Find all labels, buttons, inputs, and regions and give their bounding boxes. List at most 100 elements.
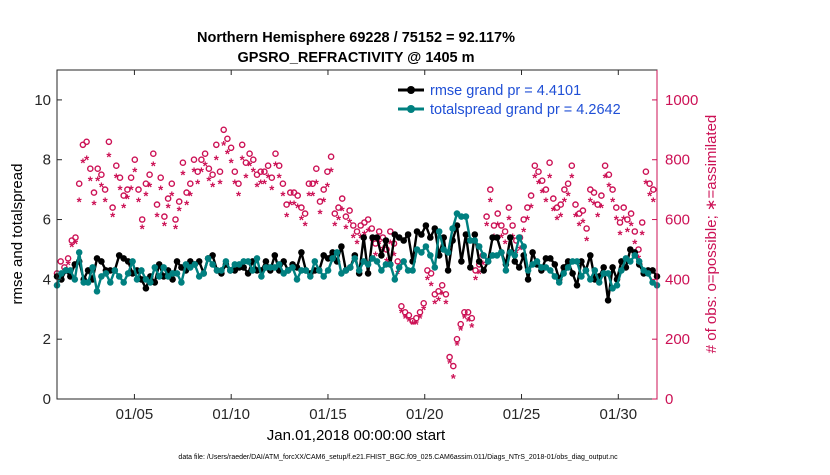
- obs-possible-point: [90, 189, 98, 196]
- obs-possible-point: [198, 156, 205, 163]
- obs-possible-point: [224, 135, 231, 143]
- obs-assimilated-point: *: [499, 231, 505, 246]
- obs-assimilated-point: *: [80, 156, 86, 171]
- obs-assimilated-point: *: [177, 204, 183, 219]
- obs-assimilated-point: *: [69, 240, 75, 255]
- obs-possible-point: [442, 290, 450, 298]
- totalspread-point: [462, 213, 470, 220]
- obs-assimilated-point: *: [343, 222, 349, 237]
- obs-possible-point: [331, 210, 339, 217]
- obs-possible-point: [550, 195, 557, 202]
- totalspread-point: [555, 279, 563, 286]
- obs-assimilated-point: *: [529, 201, 535, 216]
- totalspread-point: [133, 276, 141, 283]
- obs-possible-point: [312, 165, 320, 172]
- totalspread-point: [582, 267, 590, 274]
- obs-possible-point: [535, 168, 542, 175]
- obs-possible-point: [301, 210, 309, 217]
- obs-possible-point: [605, 171, 613, 178]
- rmse-point: [569, 270, 576, 277]
- obs-assimilated-point: *: [436, 293, 442, 308]
- obs-possible-point: [72, 234, 79, 241]
- rmse-point: [551, 261, 559, 268]
- obs-assimilated-point: *: [440, 287, 446, 302]
- legend-rmse-label: rmse grand pr = 4.4101: [430, 83, 581, 99]
- obs-assimilated-point: *: [125, 192, 131, 207]
- totalspread-point: [71, 276, 79, 283]
- rmse-point: [378, 252, 385, 259]
- obs-assimilated-point: *: [103, 195, 109, 210]
- obs-assimilated-point: *: [225, 147, 231, 162]
- obs-possible-point: [546, 159, 553, 166]
- obs-possible-point: [131, 156, 139, 163]
- totalspread-point: [302, 267, 310, 274]
- obs-possible-point: [201, 150, 209, 157]
- obs-assimilated-point: *: [99, 180, 105, 195]
- obs-possible-point: [627, 210, 635, 217]
- obs-assimilated-point: *: [599, 201, 605, 216]
- obs-possible-point: [209, 171, 216, 178]
- obs-assimilated-point: *: [229, 156, 235, 171]
- obs-assimilated-point: *: [577, 219, 583, 234]
- obs-assimilated-point: *: [203, 159, 209, 174]
- obs-possible-point: [590, 189, 598, 196]
- obs-possible-point: [598, 192, 605, 199]
- rmse-point: [475, 258, 483, 265]
- obs-possible-point: [87, 165, 94, 172]
- totalspread-point: [75, 249, 83, 256]
- y-left-tick-label: 4: [43, 271, 51, 288]
- obs-possible-point: [353, 228, 361, 235]
- obs-assimilated-point: *: [473, 272, 479, 287]
- obs-possible-point: [157, 174, 164, 181]
- obs-possible-point: [146, 171, 153, 178]
- obs-possible-point: [183, 189, 190, 196]
- x-tick-label: 01/10: [212, 406, 250, 423]
- obs-possible-point: [542, 186, 550, 193]
- obs-possible-point: [609, 186, 616, 193]
- obs-assimilated-point: *: [329, 165, 335, 180]
- obs-assimilated-point: *: [251, 165, 257, 180]
- totalspread-point: [378, 267, 385, 274]
- rmse-point: [587, 252, 594, 259]
- totalspread-point: [431, 264, 439, 271]
- y-left-tick-label: 8: [43, 152, 51, 169]
- obs-possible-point: [579, 207, 587, 214]
- obs-possible-point: [568, 162, 576, 169]
- chart-title-line2: GPSRO_REFRACTIVITY @ 1405 m: [237, 50, 474, 66]
- totalspread-point: [627, 258, 634, 265]
- rmse-point: [467, 264, 474, 271]
- obs-possible-point: [261, 168, 268, 175]
- obs-assimilated-point: *: [506, 213, 512, 228]
- obs-assimilated-point: *: [236, 189, 242, 204]
- obs-possible-point: [449, 362, 457, 370]
- obs-possible-point: [564, 180, 572, 187]
- obs-assimilated-point: *: [266, 171, 272, 186]
- obs-assimilated-point: *: [588, 195, 594, 210]
- obs-possible-point: [498, 222, 505, 229]
- obs-assimilated-point: *: [332, 219, 338, 234]
- rmse-point: [422, 222, 430, 229]
- totalspread-point: [315, 267, 323, 274]
- obs-assimilated-point: *: [106, 150, 112, 165]
- obs-possible-point: [427, 270, 435, 277]
- totalspread-point: [253, 255, 261, 262]
- legend-rmse-marker: [407, 86, 415, 94]
- totalspread-point: [111, 267, 119, 274]
- obs-assimilated-point: *: [317, 207, 323, 222]
- rmse-point: [364, 270, 372, 277]
- rmse-point: [604, 297, 612, 304]
- obs-assimilated-point: *: [591, 198, 597, 213]
- obs-assimilated-point: *: [214, 153, 220, 168]
- totalspread-point: [102, 270, 110, 277]
- totalspread-point: [418, 249, 425, 256]
- obs-assimilated-point: *: [429, 278, 435, 293]
- obs-assimilated-point: *: [121, 201, 127, 216]
- obs-possible-point: [557, 201, 565, 208]
- obs-assimilated-point: *: [143, 189, 149, 204]
- totalspread-point: [409, 267, 416, 274]
- obs-assimilated-point: *: [340, 204, 346, 219]
- obs-assimilated-point: *: [462, 311, 468, 326]
- rmse-point: [271, 252, 279, 259]
- rmse-point: [529, 249, 536, 256]
